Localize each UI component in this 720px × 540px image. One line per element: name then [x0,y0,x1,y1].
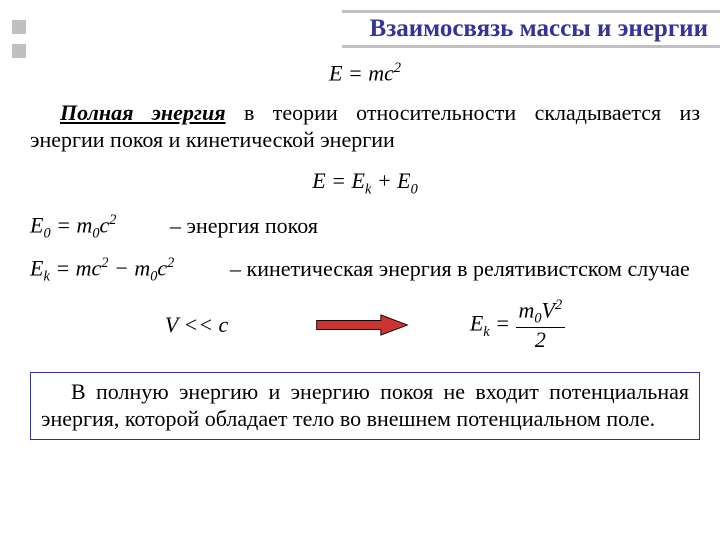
term: Полная энергия [60,100,226,125]
t: 0 [43,226,50,242]
kinetic-energy-label: – кинетическая энергия в релятивистском … [230,255,690,283]
slide-title: Взаимосвязь массы и энергии [342,10,720,48]
kinetic-energy-formula: Ek = mc2 − m0c2 [30,255,230,286]
eq-text: E = mc [329,60,394,85]
classical-limit-row: V << c Ek = m0V22 [30,298,700,353]
rest-energy-formula: E0 = m0c2 [30,212,170,243]
corner-bullets [12,20,26,58]
fraction: m0V22 [516,298,566,353]
main-equation: E = mc2 [30,60,700,86]
t: c [157,255,167,280]
t: E [470,310,483,335]
paragraph-definition: Полная энергия в теории относительности … [30,100,700,154]
t: − m [108,255,150,280]
t: 2 [516,328,566,352]
sum-equation: E = Ek + E0 [30,168,700,198]
t: 2 [109,212,116,228]
condition-formula: V << c [165,312,255,338]
rest-energy-row: E0 = m0c2 – энергия покоя [30,212,700,243]
t: V [542,297,555,322]
t: 0 [534,311,541,327]
framed-note: В полную энергию и энергию покоя не вход… [30,372,700,440]
t: E [30,255,43,280]
t: m [519,297,535,322]
bullet-square [12,44,26,58]
eq-exp: 2 [394,60,401,76]
t: 0 [411,181,418,197]
slide-content: E = mc2 Полная энергия в теории относите… [30,60,700,440]
t: + E [371,168,410,193]
t: 2 [555,297,562,313]
bullet-square [12,20,26,34]
t: = [490,310,516,335]
t: 0 [92,226,99,242]
classical-kinetic-formula: Ek = m0V22 [470,298,565,353]
t: E = E [312,168,365,193]
right-arrow-icon [315,314,410,336]
t: c [100,213,110,238]
rest-energy-label: – энергия покоя [170,212,318,240]
t: = m [51,213,93,238]
t: 2 [167,255,174,271]
t: = mc [50,255,102,280]
t: E [30,213,43,238]
kinetic-energy-row: Ek = mc2 − m0c2 – кинетическая энергия в… [30,255,700,286]
